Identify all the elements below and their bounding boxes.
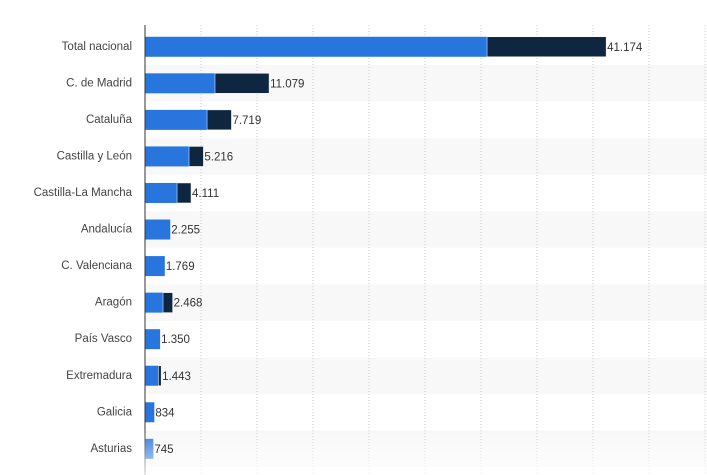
row-band bbox=[145, 357, 707, 394]
category-label: Asturias bbox=[90, 443, 132, 455]
category-label: Cataluña bbox=[86, 114, 133, 126]
total-label: 4.111 bbox=[192, 188, 219, 200]
category-label: País Vasco bbox=[75, 333, 132, 345]
total-label: 834 bbox=[155, 407, 175, 419]
category-label: Extremadura bbox=[66, 370, 132, 382]
bar-segment bbox=[145, 36, 488, 57]
total-label: 7.719 bbox=[232, 115, 261, 127]
total-label: 1.769 bbox=[166, 261, 195, 273]
total-label: 2.255 bbox=[171, 225, 200, 237]
bar-segment bbox=[145, 109, 208, 130]
bar-segment bbox=[206, 109, 232, 131]
bar-segment bbox=[145, 292, 164, 313]
total-label: 1.443 bbox=[162, 371, 191, 383]
bar-segment bbox=[162, 292, 173, 313]
category-label: Castilla y León bbox=[57, 150, 132, 162]
row-band bbox=[145, 211, 707, 248]
bar-segment bbox=[188, 146, 204, 167]
fade bbox=[0, 428, 707, 475]
total-label: 5.216 bbox=[204, 151, 233, 163]
bar-segment bbox=[145, 182, 178, 203]
bar-segment bbox=[486, 36, 607, 58]
category-label: C. Valenciana bbox=[61, 260, 132, 272]
total-label: 41.174 bbox=[607, 42, 643, 54]
category-label: C. de Madrid bbox=[66, 77, 132, 89]
category-label: Aragón bbox=[95, 297, 132, 309]
total-label: 745 bbox=[154, 444, 173, 456]
total-label: 11.079 bbox=[270, 78, 304, 90]
bar-segment bbox=[176, 182, 192, 204]
bar-segment bbox=[145, 146, 190, 167]
category-label: Galicia bbox=[97, 406, 133, 418]
bar-segment bbox=[145, 219, 171, 240]
bar-segment bbox=[145, 256, 165, 277]
total-label: 2.468 bbox=[174, 298, 203, 310]
bar-segment bbox=[145, 73, 215, 94]
bar-segment bbox=[145, 402, 155, 423]
category-label: Andalucía bbox=[81, 224, 133, 236]
category-label: Castilla-La Mancha bbox=[34, 187, 133, 199]
bar-segment bbox=[145, 329, 161, 350]
bar-segment bbox=[158, 365, 162, 386]
bar-segment bbox=[145, 365, 159, 386]
total-label: 1.350 bbox=[161, 334, 190, 346]
row-band bbox=[145, 138, 707, 175]
bar-segment bbox=[214, 73, 270, 94]
row-band bbox=[145, 284, 707, 321]
category-label: Total nacional bbox=[62, 41, 132, 53]
